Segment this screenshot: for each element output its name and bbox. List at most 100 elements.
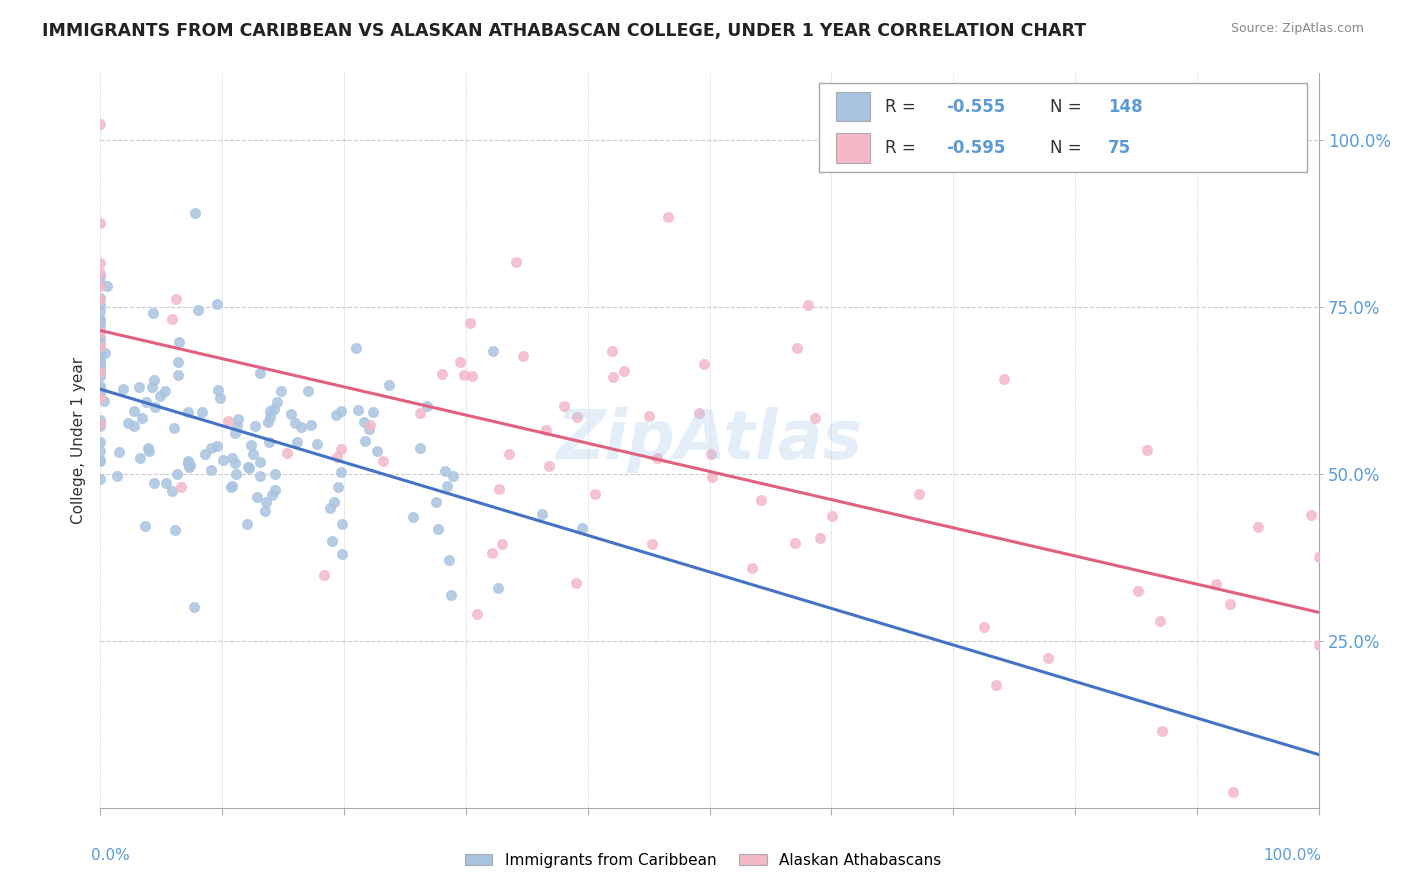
Point <box>89 304 111 318</box>
Point <box>353 415 375 429</box>
Text: 100.0%: 100.0% <box>1264 848 1322 863</box>
Point <box>89 435 111 450</box>
Point <box>89 312 111 326</box>
Point <box>239 438 262 452</box>
Point <box>169 480 191 494</box>
Point <box>437 553 460 567</box>
Point <box>460 316 482 330</box>
Point <box>135 395 157 409</box>
Point <box>89 354 111 368</box>
Point <box>585 487 607 501</box>
Point <box>449 354 471 368</box>
Point <box>1149 615 1171 629</box>
Point <box>319 501 342 516</box>
Point <box>373 453 395 467</box>
Point <box>200 442 222 456</box>
Point <box>641 537 664 551</box>
Point <box>177 454 200 468</box>
Point <box>221 478 243 492</box>
Text: 0.0%: 0.0% <box>91 848 131 863</box>
Text: ZipAtlas: ZipAtlas <box>557 408 863 474</box>
Point <box>142 305 165 319</box>
Point <box>602 369 624 384</box>
Point <box>225 467 247 481</box>
Point <box>128 380 150 394</box>
Point <box>465 607 488 622</box>
Text: 75: 75 <box>1108 139 1132 157</box>
Point <box>804 411 827 425</box>
Point <box>89 292 111 306</box>
Point <box>93 346 115 360</box>
Point <box>820 508 842 523</box>
Text: N =: N = <box>1050 139 1087 157</box>
Point <box>312 568 335 582</box>
Text: R =: R = <box>884 98 921 116</box>
Point <box>153 384 176 398</box>
Point <box>325 409 347 423</box>
Bar <box>837 92 870 121</box>
Point <box>329 403 352 417</box>
Point <box>693 357 716 371</box>
Point <box>270 384 292 399</box>
Point <box>1126 584 1149 599</box>
Point <box>191 405 214 419</box>
Point <box>441 468 464 483</box>
Point <box>567 409 589 424</box>
Text: R =: R = <box>884 139 921 157</box>
Point <box>284 416 307 430</box>
Point <box>236 517 259 532</box>
Point <box>89 381 111 395</box>
Point <box>538 458 561 473</box>
Point <box>488 482 510 496</box>
Point <box>89 417 111 432</box>
Point <box>647 451 669 466</box>
Point <box>89 324 111 338</box>
Point <box>553 399 575 413</box>
Point <box>427 522 450 536</box>
Point <box>1247 519 1270 533</box>
Point <box>1150 724 1173 739</box>
Point <box>89 347 111 361</box>
Point <box>89 292 111 306</box>
Point <box>89 360 111 375</box>
Point <box>531 508 554 522</box>
Point <box>481 546 503 560</box>
Bar <box>837 133 870 162</box>
Point <box>564 575 586 590</box>
Point <box>505 255 527 269</box>
Point <box>246 490 269 504</box>
Point <box>534 423 557 437</box>
Point <box>89 266 111 280</box>
Point <box>1219 597 1241 611</box>
Point <box>225 419 247 434</box>
Point <box>89 444 111 458</box>
Point <box>122 419 145 434</box>
Point <box>169 334 191 349</box>
Point <box>330 547 353 561</box>
Point <box>89 354 111 368</box>
Point <box>89 368 111 383</box>
Point <box>160 483 183 498</box>
Text: -0.555: -0.555 <box>946 98 1005 116</box>
Point <box>344 342 367 356</box>
Point <box>134 519 156 533</box>
Point <box>108 444 131 458</box>
Point <box>89 314 111 328</box>
Point <box>89 256 111 270</box>
Point <box>143 400 166 414</box>
Point <box>207 383 229 397</box>
FancyBboxPatch shape <box>820 83 1306 172</box>
Point <box>808 531 831 545</box>
Point <box>89 419 111 434</box>
Point <box>699 447 721 461</box>
Point <box>219 480 242 494</box>
Point <box>257 415 280 429</box>
Point <box>249 469 271 483</box>
Point <box>321 533 343 548</box>
Point <box>482 344 505 359</box>
Point <box>89 276 111 290</box>
Point <box>262 488 284 502</box>
Point <box>177 405 200 419</box>
Point <box>89 378 111 392</box>
Point <box>276 445 298 459</box>
